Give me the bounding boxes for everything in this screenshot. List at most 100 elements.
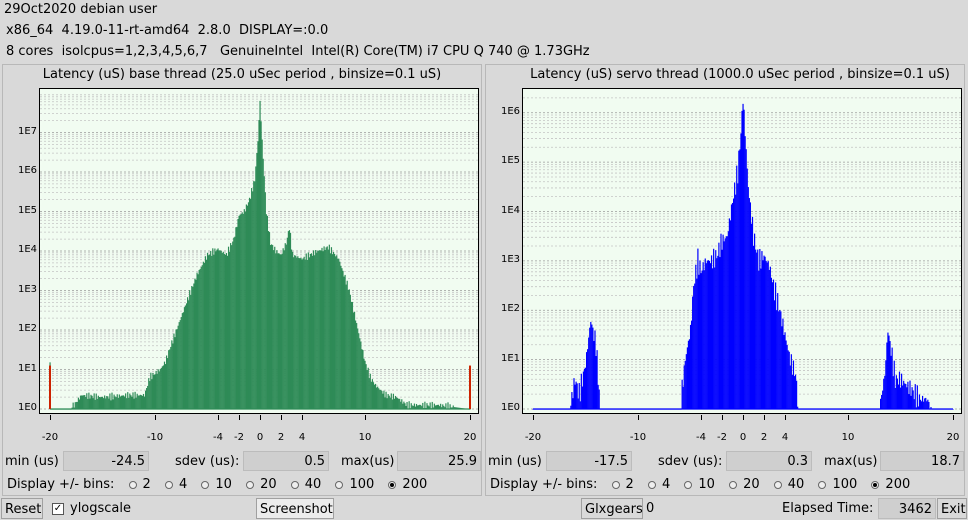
x-tick-label: -2: [234, 432, 244, 443]
histogram-bar: [293, 257, 295, 409]
servo-bin-radio-40[interactable]: 40: [773, 475, 804, 495]
histogram-bar: [759, 248, 761, 409]
ylogscale-checkbox[interactable]: ✓ ylogscale: [52, 498, 131, 519]
base-bin-radio-20[interactable]: 20: [246, 475, 277, 495]
servo-bin-radio-2[interactable]: 2: [611, 475, 634, 495]
histogram-bar: [98, 397, 100, 409]
x-tick-label: 0: [256, 432, 264, 443]
histogram-bar: [308, 257, 310, 409]
histogram-bar: [97, 395, 99, 409]
histogram-bar: [924, 398, 926, 409]
histogram-bar: [245, 204, 247, 409]
histogram-bar: [764, 256, 766, 409]
histogram-bar: [451, 407, 453, 409]
servo-bin-radio-10[interactable]: 10: [684, 475, 715, 495]
histogram-bar: [256, 152, 258, 409]
base-thread-histogram: [39, 88, 479, 414]
histogram-bar: [268, 232, 271, 409]
histogram-bar: [101, 396, 104, 409]
screenshot-button[interactable]: Screenshot: [256, 498, 334, 519]
histogram-bar: [147, 385, 149, 409]
base-bin-radio-4[interactable]: 4: [164, 475, 187, 495]
histogram-bar: [594, 330, 596, 409]
histogram-bar: [791, 374, 793, 409]
histogram-bar: [264, 192, 266, 409]
histogram-bar: [103, 398, 105, 409]
histogram-bar: [391, 399, 393, 409]
servo-max-label: max(us): [824, 454, 878, 469]
servo-bin-radio-4[interactable]: 4: [647, 475, 670, 495]
histogram-bar: [330, 247, 333, 409]
histogram-bar: [296, 257, 298, 409]
reset-button[interactable]: Reset: [1, 498, 43, 519]
histogram-bar: [313, 250, 315, 409]
histogram-bar: [575, 381, 577, 409]
x-tick-label: -4: [696, 432, 706, 443]
exit-button[interactable]: Exit: [937, 498, 967, 519]
histogram-bar: [125, 393, 127, 409]
servo-thread-panel: Latency (uS) servo thread (1000.0 uSec p…: [485, 64, 965, 496]
base-bin-radio-2[interactable]: 2: [128, 475, 151, 495]
base-thread-panel: Latency (uS) base thread (25.0 uSec peri…: [2, 64, 482, 496]
histogram-bar: [250, 198, 252, 409]
histogram-bar: [167, 358, 169, 409]
histogram-bar: [376, 387, 378, 409]
histogram-bar: [145, 390, 147, 409]
histogram-bar: [177, 325, 179, 409]
histogram-bar: [78, 399, 81, 409]
histogram-bar: [402, 403, 404, 409]
histogram-bar: [421, 406, 423, 409]
histogram-bar: [114, 396, 116, 409]
histogram-bar: [213, 254, 215, 409]
base-bin-radio-200[interactable]: 200: [388, 475, 427, 495]
histogram-bar: [305, 253, 307, 409]
histogram-bar: [288, 230, 291, 409]
histogram-bar: [353, 311, 356, 409]
servo-bin-radio-200[interactable]: 200: [871, 475, 910, 495]
histogram-bar: [441, 407, 443, 409]
base-bin-radio-40[interactable]: 40: [290, 475, 321, 495]
histogram-bar: [210, 250, 212, 409]
histogram-bar: [77, 397, 79, 409]
histogram-bar: [728, 218, 730, 409]
radio-dot-icon: [773, 480, 782, 489]
histogram-bar: [346, 280, 348, 409]
histogram-bar: [797, 406, 799, 409]
histogram-bar: [171, 340, 173, 409]
histogram-bar: [273, 250, 275, 409]
histogram-bar: [905, 384, 907, 409]
histogram-bar: [203, 262, 205, 409]
histogram-bar: [571, 392, 573, 409]
histogram-bar: [437, 404, 440, 409]
servo-bin-radio-100[interactable]: 100: [818, 475, 857, 495]
histogram-bar: [769, 266, 771, 409]
x-tick-mark: [785, 415, 786, 420]
histogram-bar: [361, 349, 363, 409]
base-bin-radio-100[interactable]: 100: [335, 475, 374, 495]
histogram-bar: [401, 399, 403, 409]
histogram-bar: [746, 168, 748, 409]
histogram-bar: [378, 388, 380, 409]
histogram-bar: [152, 372, 154, 409]
histogram-bar: [274, 246, 276, 409]
histogram-bar: [257, 141, 259, 409]
histogram-bar: [350, 301, 352, 409]
x-tick-label: -4: [213, 432, 223, 443]
servo-bin-radio-20[interactable]: 20: [729, 475, 760, 495]
histogram-bar: [86, 393, 88, 409]
x-tick-label: 10: [358, 432, 372, 443]
histogram-bar: [348, 289, 350, 409]
histogram-bar: [316, 252, 318, 409]
x-tick-mark: [764, 415, 765, 420]
histogram-bar: [309, 253, 312, 409]
histogram-bar: [426, 403, 428, 409]
histogram-bar: [436, 404, 439, 409]
histogram-svg: [523, 97, 961, 410]
base-bin-radio-10[interactable]: 10: [201, 475, 232, 495]
histogram-bar: [255, 166, 257, 409]
histogram-bar: [334, 253, 336, 409]
histogram-bar: [234, 236, 236, 409]
glxgears-button[interactable]: Glxgears: [581, 498, 643, 519]
histogram-bar: [112, 399, 114, 409]
histogram-bar: [389, 397, 391, 409]
